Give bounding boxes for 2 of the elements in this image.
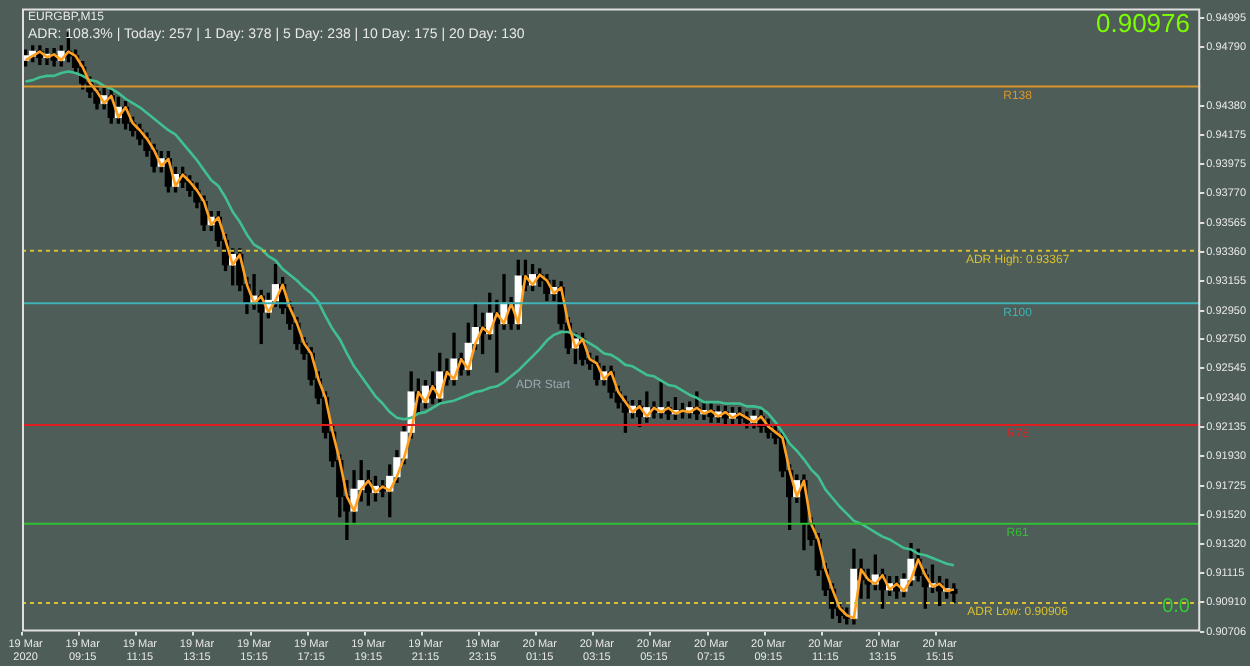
annotation: 0.0 [1162, 596, 1190, 618]
annotation: 0.90976 [1096, 8, 1190, 38]
